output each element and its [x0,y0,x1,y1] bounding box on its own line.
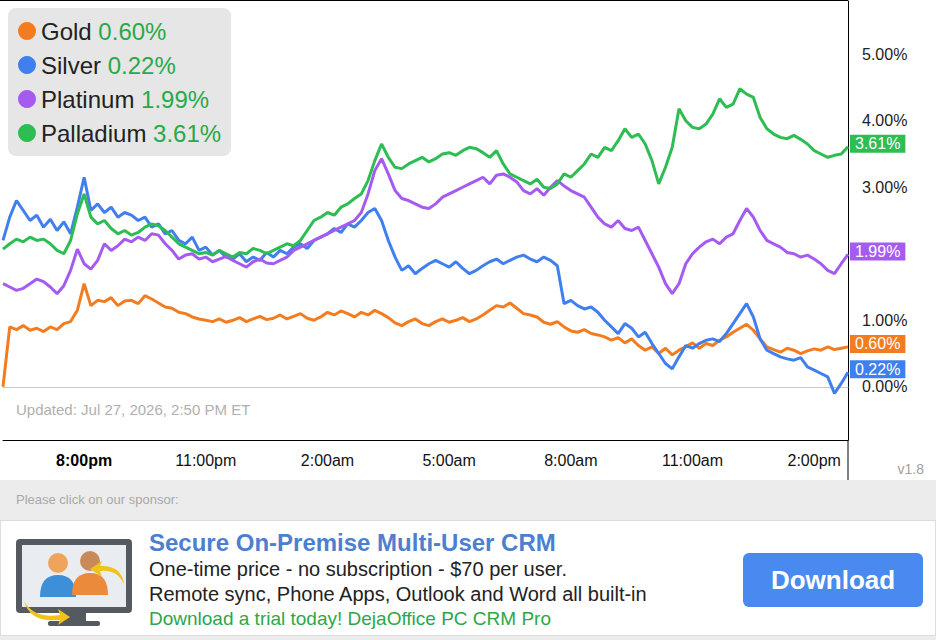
html-text:Download: Download [770,565,896,595]
svg-text:8:00am: 8:00am [544,452,597,469]
html-text:Secure On-Premise Multi-User C: Secure On-Premise Multi-User CRM [149,529,556,556]
html-text:Download a trial today! DejaOf: Download a trial today! DejaOffice PC CR… [149,608,551,629]
svg-text:0.22%: 0.22% [855,361,900,378]
svg-text:1.99%: 1.99% [855,243,900,260]
svg-text:5:00am: 5:00am [422,452,475,469]
html-text:Remote sync, Phone Apps, Outlo: Remote sync, Phone Apps, Outlook and Wor… [149,583,647,605]
svg-text:3.61%: 3.61% [153,120,221,147]
html-text:Please click on our sponsor:: Please click on our sponsor: [16,492,179,507]
svg-text:3.00%: 3.00% [862,179,907,196]
svg-text:11:00pm: 11:00pm [175,452,236,469]
svg-text:Platinum: Platinum [41,86,141,113]
svg-text:1.99%: 1.99% [141,86,209,113]
svg-text:Gold: Gold [41,18,98,45]
svg-text:Palladium: Palladium [41,120,153,147]
svg-text:v1.8: v1.8 [898,461,925,477]
svg-text:2:00am: 2:00am [301,452,354,469]
svg-text:11:00am: 11:00am [662,452,723,469]
html-text:One-time price - no subscripti: One-time price - no subscription - $70 p… [149,558,567,580]
svg-text:1.00%: 1.00% [862,312,907,329]
svg-text:Updated: Jul 27, 2026, 2:50 PM: Updated: Jul 27, 2026, 2:50 PM ET [16,401,250,418]
svg-text:0.60%: 0.60% [855,335,900,352]
svg-text:4.00%: 4.00% [862,112,907,129]
svg-text:8:00pm: 8:00pm [56,452,112,469]
svg-text:0.00%: 0.00% [862,378,907,395]
svg-text:3.61%: 3.61% [855,135,900,152]
svg-text:Silver: Silver [41,52,108,79]
svg-text:2:00pm: 2:00pm [788,452,841,469]
svg-text:0.22%: 0.22% [108,52,176,79]
svg-text:0.60%: 0.60% [98,18,166,45]
svg-text:5.00%: 5.00% [862,46,907,63]
